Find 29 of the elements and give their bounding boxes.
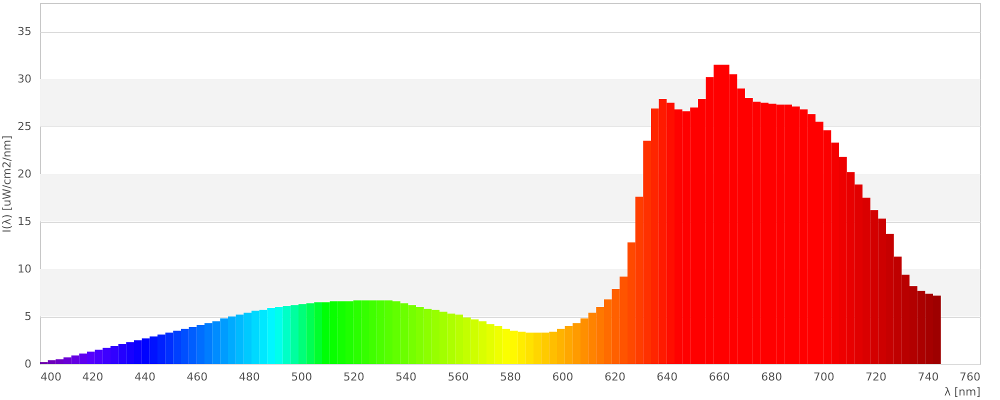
x-tick-label: 440 xyxy=(134,370,156,384)
x-tick-label: 740 xyxy=(918,370,939,384)
y-tick-label: 30 xyxy=(18,72,32,86)
x-tick-label: 540 xyxy=(396,370,417,384)
y-tick-label: 0 xyxy=(24,358,32,370)
x-tick-label: 460 xyxy=(186,370,208,384)
x-tick-label: 640 xyxy=(656,370,678,384)
x-tick-label: 500 xyxy=(291,370,312,384)
x-tick-label: 680 xyxy=(761,370,782,384)
x-tick-label: 620 xyxy=(604,370,626,384)
x-tick-label: 560 xyxy=(448,370,469,384)
x-axis-title: λ [nm] xyxy=(944,386,980,398)
x-tick-label: 660 xyxy=(708,370,730,384)
x-tick-label: 480 xyxy=(238,370,260,384)
y-tick-label: 15 xyxy=(18,215,32,228)
x-tick-label: 720 xyxy=(866,370,887,384)
y-tick-label: 35 xyxy=(18,25,32,38)
y-tick-label: 20 xyxy=(18,168,32,180)
x-tick-label: 700 xyxy=(813,370,834,384)
x-tick-label: 600 xyxy=(552,370,574,384)
x-tick-label: 520 xyxy=(343,370,364,384)
y-tick-label: 10 xyxy=(18,262,32,276)
y-tick-label: 25 xyxy=(18,120,32,133)
x-tick-label: 400 xyxy=(40,370,62,384)
x-tick-label: 760 xyxy=(960,370,980,384)
x-tick-label: 580 xyxy=(500,370,521,384)
y-tick-label: 5 xyxy=(24,310,32,323)
y-axis-title: I(λ) [uW/cm2/nm] xyxy=(0,135,14,233)
x-tick-label: 420 xyxy=(82,370,104,384)
